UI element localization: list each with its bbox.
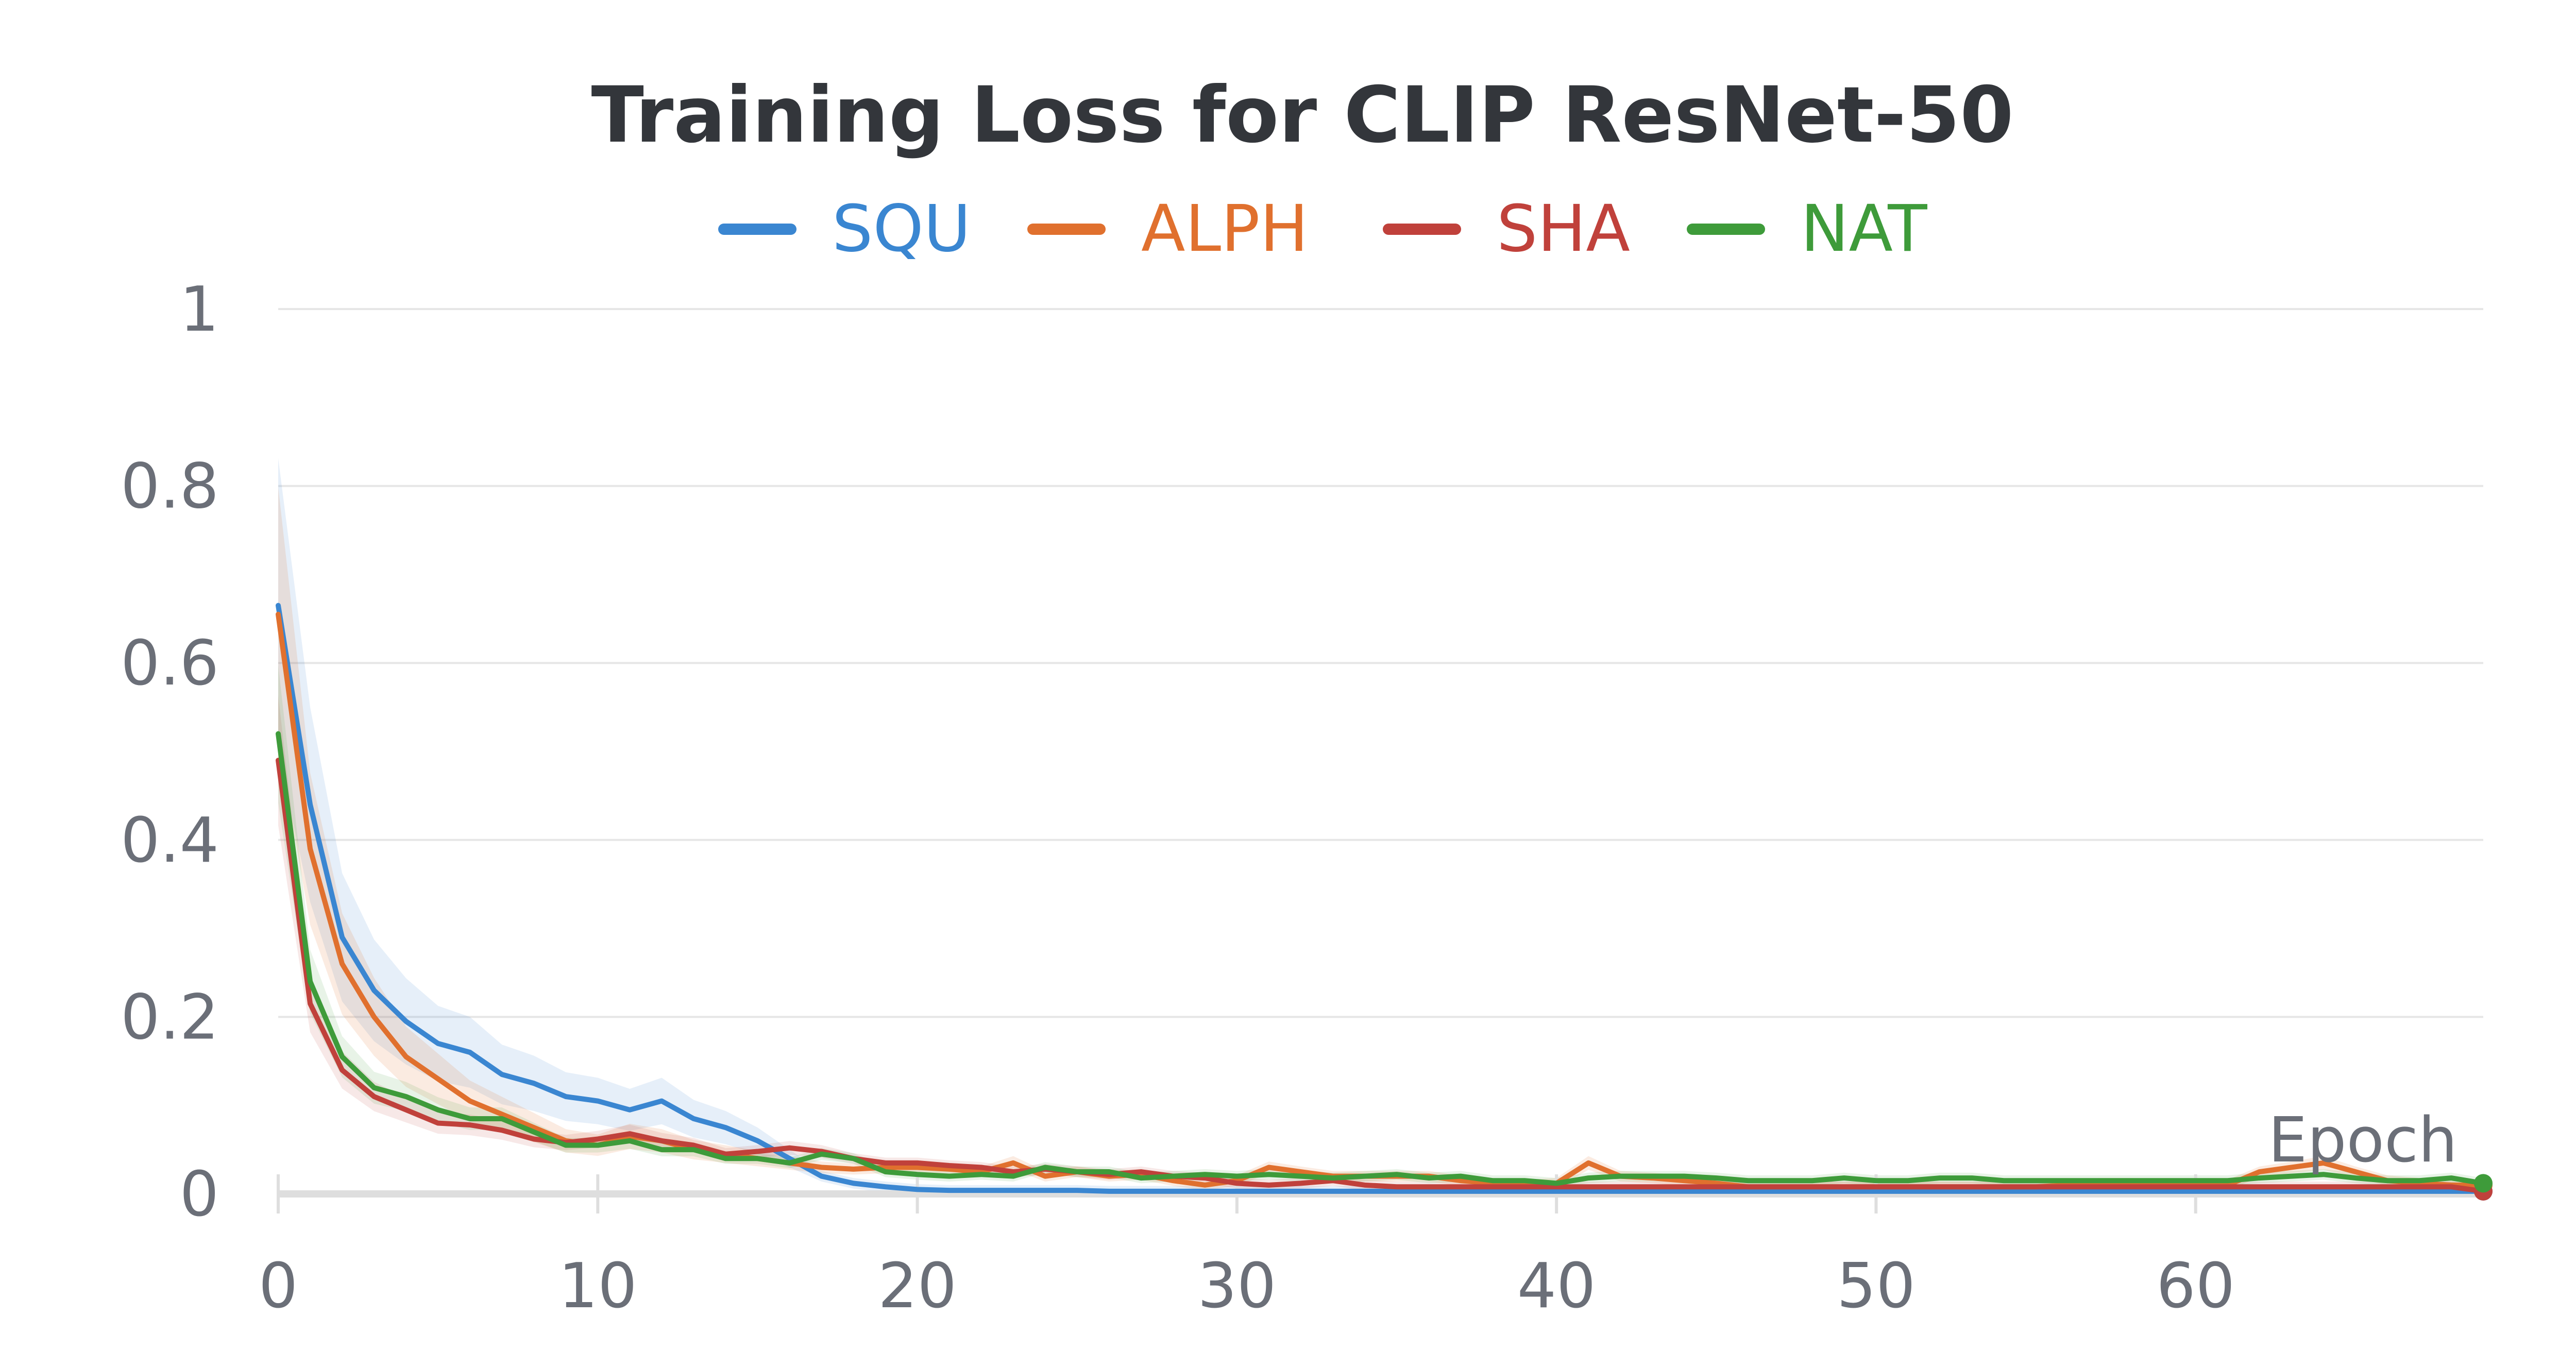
y-tick-label: 0 <box>180 1159 219 1230</box>
series-line-nat <box>276 731 2486 1186</box>
legend-label: ALPH <box>1141 192 1309 266</box>
legend-item-alph[interactable]: ALPH <box>1027 192 1309 266</box>
band-alph <box>278 487 2483 1192</box>
y-tick-label: 0.8 <box>121 451 219 523</box>
band-squ <box>278 458 2483 1194</box>
x-tick-label: 10 <box>558 1251 637 1322</box>
series-lines <box>276 603 2493 1201</box>
series-line-sha <box>276 758 2486 1194</box>
legend-item-sha[interactable]: SHA <box>1383 192 1630 266</box>
x-axis-ticks: 0 10 20 30 40 50 60 <box>259 1251 2235 1322</box>
x-axis-label: Epoch <box>2268 1105 2458 1176</box>
y-tick-label: 1 <box>180 274 219 346</box>
series-line-squ <box>276 603 2486 1194</box>
x-tick-label: 30 <box>1198 1251 1277 1322</box>
legend-label: NAT <box>1801 192 1927 266</box>
x-tick-label: 40 <box>1517 1251 1596 1322</box>
x-tick-label: 20 <box>878 1251 957 1322</box>
x-tick-label: 50 <box>1837 1251 1916 1322</box>
legend-item-squ[interactable]: SQU <box>718 192 971 266</box>
y-tick-label: 0.2 <box>121 982 219 1053</box>
chart-title: Training Loss for CLIP ResNet-50 <box>591 71 2013 160</box>
legend-label: SQU <box>832 192 971 266</box>
y-tick-label: 0.6 <box>121 628 219 699</box>
confidence-bands <box>278 458 2483 1194</box>
x-tick-label: 60 <box>2156 1251 2235 1322</box>
y-tick-label: 0.4 <box>121 805 219 877</box>
y-axis-ticks: 0 0.2 0.4 0.6 0.8 1 <box>121 274 219 1230</box>
x-tick-label: 0 <box>259 1251 298 1322</box>
gridlines <box>278 308 2483 1018</box>
legend-item-nat[interactable]: NAT <box>1687 192 1927 266</box>
legend-label: SHA <box>1497 192 1630 266</box>
series-endpoint-nat <box>2474 1174 2493 1193</box>
legend: SQU ALPH SHA NAT <box>718 192 1927 266</box>
